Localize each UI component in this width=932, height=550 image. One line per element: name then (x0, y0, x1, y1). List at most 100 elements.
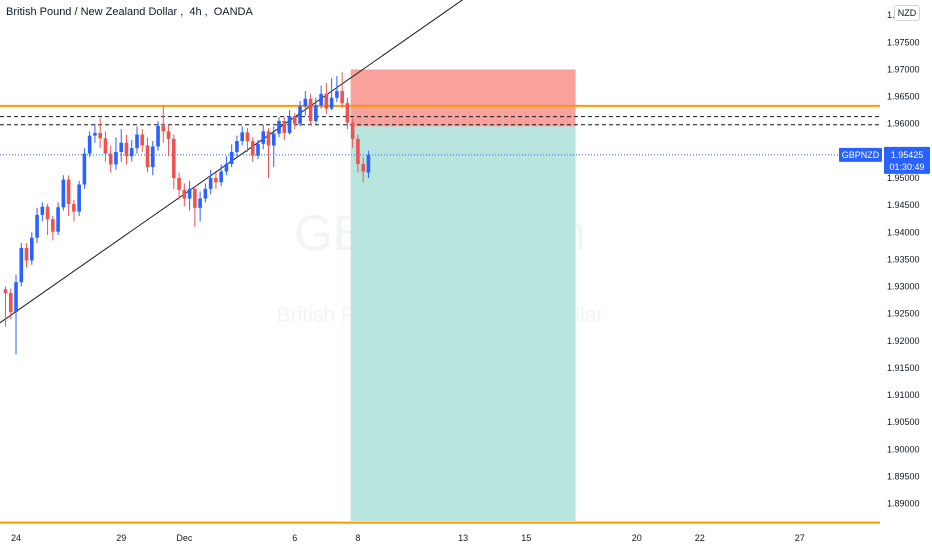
take-profit-zone[interactable] (350, 126, 576, 521)
candle-body (182, 189, 187, 199)
price-axis-tick: 1.97000 (887, 64, 920, 74)
candle-body (350, 122, 355, 139)
candle-body (203, 188, 208, 199)
symbol-name: British Pound / New Zealand Dollar (6, 6, 178, 18)
candle-body (35, 214, 39, 238)
price-axis-tick: 1.91000 (887, 390, 920, 400)
candle-body (82, 153, 87, 185)
candle-body (145, 145, 150, 168)
candle-body (335, 91, 339, 98)
candle-body (287, 116, 292, 133)
candle-body (98, 132, 102, 139)
price-axis-tick: 1.94000 (887, 227, 920, 237)
time-axis-tick: 6 (292, 533, 297, 543)
price-axis-tick: 1.95000 (887, 173, 920, 183)
time-axis-tick: Dec (176, 533, 193, 543)
candle-body (361, 163, 365, 172)
candle-body (135, 134, 139, 149)
candle-body (8, 293, 13, 313)
candle-body (61, 179, 66, 208)
candle-body (193, 188, 197, 208)
symbol-label: GBPNZD (842, 150, 880, 160)
price-axis-tick: 1.96000 (887, 119, 920, 129)
candle-body (219, 171, 223, 183)
candle-body (245, 132, 250, 142)
chart-title: British Pound / New Zealand Dollar, 4h, … (6, 6, 256, 18)
candle-body (72, 204, 76, 212)
candle-body (235, 141, 239, 152)
candle-body (366, 155, 371, 173)
candle-body (119, 142, 124, 152)
price-axis-tick: 1.90000 (887, 444, 920, 454)
candle-body (261, 131, 266, 144)
candle-body (224, 163, 229, 172)
candle-body (308, 98, 313, 122)
candle-body (198, 198, 202, 208)
candle-body (166, 131, 171, 139)
price-axis-tick: 1.91500 (887, 363, 920, 373)
candle-body (30, 237, 34, 261)
bar-countdown: 01:30:49 (889, 162, 924, 172)
interval-label[interactable]: 4h (189, 6, 202, 18)
price-axis-tick: 1.94500 (887, 200, 920, 210)
price-axis-tick: 1.92500 (887, 309, 920, 319)
candle-body (77, 184, 81, 212)
candle-body (45, 206, 50, 220)
title-separator: , (180, 6, 184, 18)
time-axis-tick: 27 (795, 533, 805, 543)
candle-body (324, 93, 329, 109)
candle-body (3, 289, 8, 294)
candle-body (108, 153, 113, 165)
broker-label: OANDA (213, 6, 253, 18)
candle-body (240, 132, 244, 142)
candle-body (129, 148, 134, 157)
price-axis-tick: 1.93000 (887, 282, 920, 292)
currency-button[interactable]: NZD (894, 5, 920, 21)
candle-body (277, 121, 281, 134)
candle-body (250, 141, 255, 156)
candle-body (124, 142, 129, 157)
time-axis-tick: 20 (632, 533, 642, 543)
candle-body (40, 206, 45, 215)
candle-body (14, 282, 18, 313)
trend-line[interactable] (0, 0, 532, 324)
candle-body (340, 91, 344, 104)
candle-body (103, 138, 108, 154)
candle-body (114, 151, 118, 165)
candle-body (229, 151, 234, 164)
candle-body (161, 125, 166, 132)
candle-body (19, 247, 24, 283)
price-axis-tick: 1.89000 (887, 499, 920, 509)
price-axis-tick: 1.89500 (887, 471, 920, 481)
candle-body (303, 98, 308, 107)
candle-body (319, 93, 323, 106)
candle-body (177, 177, 181, 190)
candle-body (187, 188, 192, 199)
candle-body (293, 116, 297, 124)
stop-loss-zone[interactable] (350, 69, 576, 127)
price-axis-tick: 1.90500 (887, 417, 920, 427)
candle-body (140, 134, 145, 146)
candle-body (156, 125, 160, 147)
price-axis-tick: 1.92000 (887, 336, 920, 346)
candle-body (329, 97, 334, 109)
candle-body (172, 138, 176, 178)
candle-body (87, 135, 92, 154)
candle-body (356, 138, 360, 164)
candle-body (345, 103, 350, 123)
price-axis-tick: 1.96500 (887, 92, 920, 102)
candle-body (51, 219, 55, 232)
candle-body (208, 177, 213, 189)
candle-body (66, 179, 71, 205)
time-axis-tick: 22 (695, 533, 705, 543)
price-axis-tick: 1.97500 (887, 37, 920, 47)
last-price-value: 1.95425 (891, 150, 924, 160)
candle-body (256, 143, 260, 156)
symbol-label-badge (839, 147, 882, 162)
time-axis-tick: 29 (116, 533, 126, 543)
candle-body (56, 207, 60, 232)
candle-body (214, 177, 218, 183)
time-axis-tick: 24 (11, 533, 21, 543)
candle-body (266, 131, 271, 146)
